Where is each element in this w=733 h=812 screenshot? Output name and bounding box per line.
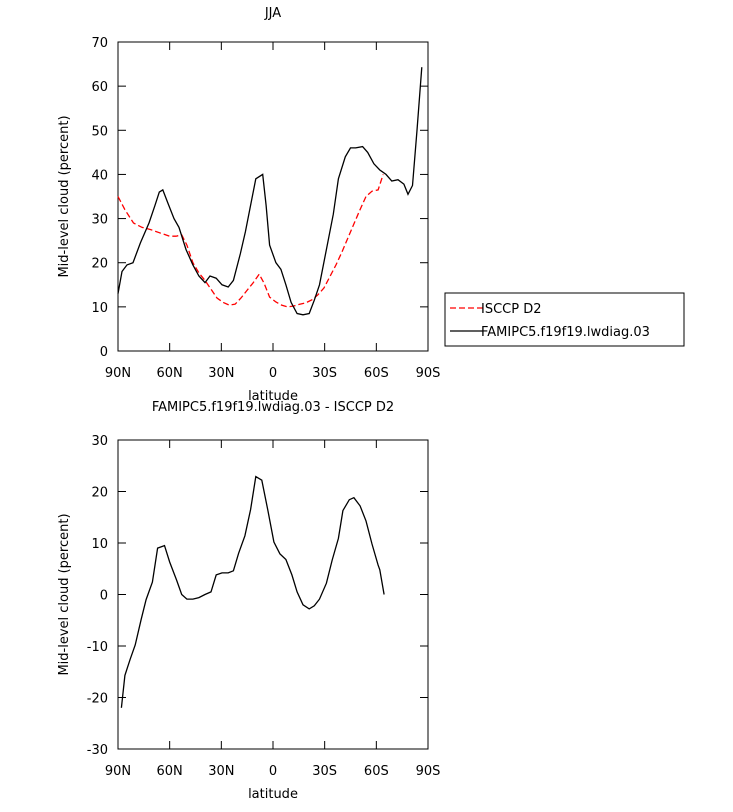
data-line <box>120 475 385 708</box>
y-tick-label: 10 <box>91 301 108 316</box>
y-axis-label: Mid-level cloud (percent) <box>57 513 72 675</box>
y-tick-label: 10 <box>91 537 108 552</box>
y-tick-label: 0 <box>100 589 108 604</box>
x-tick-label: 0 <box>269 764 277 779</box>
data-line <box>117 67 423 316</box>
data-line <box>117 174 384 308</box>
y-tick-label: 0 <box>100 345 108 360</box>
y-tick-label: 30 <box>91 434 108 449</box>
x-tick-label: 60N <box>157 366 183 381</box>
y-tick-label: -30 <box>87 743 108 758</box>
y-tick-label: 30 <box>91 213 108 228</box>
x-tick-label: 30S <box>312 366 337 381</box>
y-tick-label: 40 <box>91 168 108 183</box>
chart-title: FAMIPC5.f19f19.lwdiag.03 - ISCCP D2 <box>152 400 394 415</box>
x-tick-label: 90N <box>105 764 131 779</box>
legend-box <box>444 292 685 347</box>
y-tick-label: 20 <box>91 486 108 501</box>
x-tick-label: 90N <box>105 366 131 381</box>
y-tick-label: -10 <box>87 640 108 655</box>
legend-label: ISCCP D2 <box>481 302 542 317</box>
y-tick-label: 50 <box>91 124 108 139</box>
y-tick-label: -20 <box>87 692 108 707</box>
x-tick-label: 30N <box>208 764 234 779</box>
x-axis-label: latitude <box>248 787 298 802</box>
y-tick-label: 60 <box>91 80 108 95</box>
x-tick-label: 60N <box>157 764 183 779</box>
y-tick-label: 70 <box>91 36 108 51</box>
x-tick-label: 90S <box>416 764 441 779</box>
legend-label: FAMIPC5.f19f19.lwdiag.03 <box>481 325 650 340</box>
x-tick-label: 30N <box>208 366 234 381</box>
y-tick-label: 20 <box>91 257 108 272</box>
plot-frame <box>117 41 429 352</box>
x-tick-label: 30S <box>312 764 337 779</box>
chart-title: JJA <box>264 6 281 21</box>
plot-frame <box>117 439 429 750</box>
y-axis-label: Mid-level cloud (percent) <box>57 115 72 277</box>
x-tick-label: 60S <box>364 764 389 779</box>
x-axis-label: latitude <box>248 389 298 404</box>
x-tick-label: 90S <box>416 366 441 381</box>
x-tick-label: 60S <box>364 366 389 381</box>
x-tick-label: 0 <box>269 366 277 381</box>
